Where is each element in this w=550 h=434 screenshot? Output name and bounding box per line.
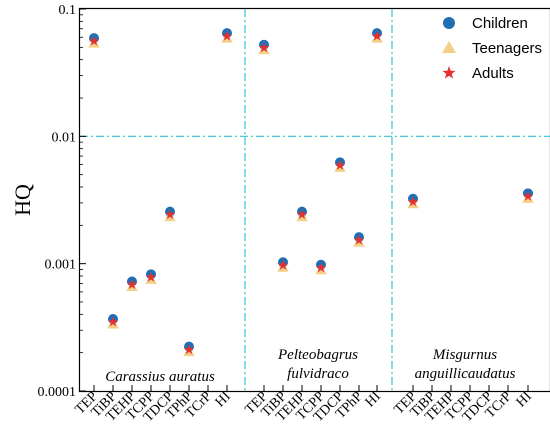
y-tick-label: 0.001 xyxy=(45,258,77,273)
y-tick-label: 0.01 xyxy=(52,130,77,145)
marker-adults xyxy=(277,259,289,270)
marker-adults xyxy=(353,234,365,245)
x-tick-label-hi: HI xyxy=(213,389,234,410)
marker-adults xyxy=(371,30,383,41)
marker-adults xyxy=(126,278,138,289)
legend-label: Adults xyxy=(472,65,514,82)
panel-label: anguillicaudatus xyxy=(415,366,516,382)
marker-adults xyxy=(107,316,119,327)
data-marks xyxy=(88,28,534,357)
legend-marker-children xyxy=(443,17,455,29)
reference-lines xyxy=(80,9,550,391)
marker-adults xyxy=(183,344,195,355)
legend-marker-adults xyxy=(442,66,456,79)
y-axis: 0.1 0.01 0.001 0.0001 xyxy=(38,3,86,400)
x-tick-label-hi: HI xyxy=(363,389,384,410)
marker-adults xyxy=(258,42,270,53)
x-tick-label-hi: HI xyxy=(514,389,535,410)
marker-adults xyxy=(315,262,327,273)
marker-adults xyxy=(164,209,176,220)
marker-adults xyxy=(145,271,157,282)
marker-adults xyxy=(221,30,233,41)
panel-label: Misgurnus xyxy=(432,347,497,363)
marker-adults xyxy=(334,159,346,170)
marker-adults xyxy=(88,35,100,46)
panel-label: Pelteobagrus xyxy=(277,347,358,363)
plot-frame xyxy=(78,7,550,393)
marker-adults xyxy=(296,209,308,220)
panel-labels: Carassius auratus Pelteobagrus fulvidraco M… xyxy=(105,347,515,385)
legend: Children Teenagers Adults xyxy=(442,15,542,82)
panel-label: Carassius auratus xyxy=(105,369,215,385)
panel-label: fulvidraco xyxy=(287,366,349,382)
marker-adults xyxy=(522,190,534,201)
legend-label: Teenagers xyxy=(472,40,542,57)
y-tick-label: 0.1 xyxy=(59,3,77,18)
legend-label: Children xyxy=(472,15,528,32)
y-axis-label: HQ xyxy=(10,184,35,216)
marker-adults xyxy=(407,196,419,207)
y-tick-label: 0.0001 xyxy=(38,385,77,400)
legend-marker-teenagers xyxy=(442,41,456,53)
